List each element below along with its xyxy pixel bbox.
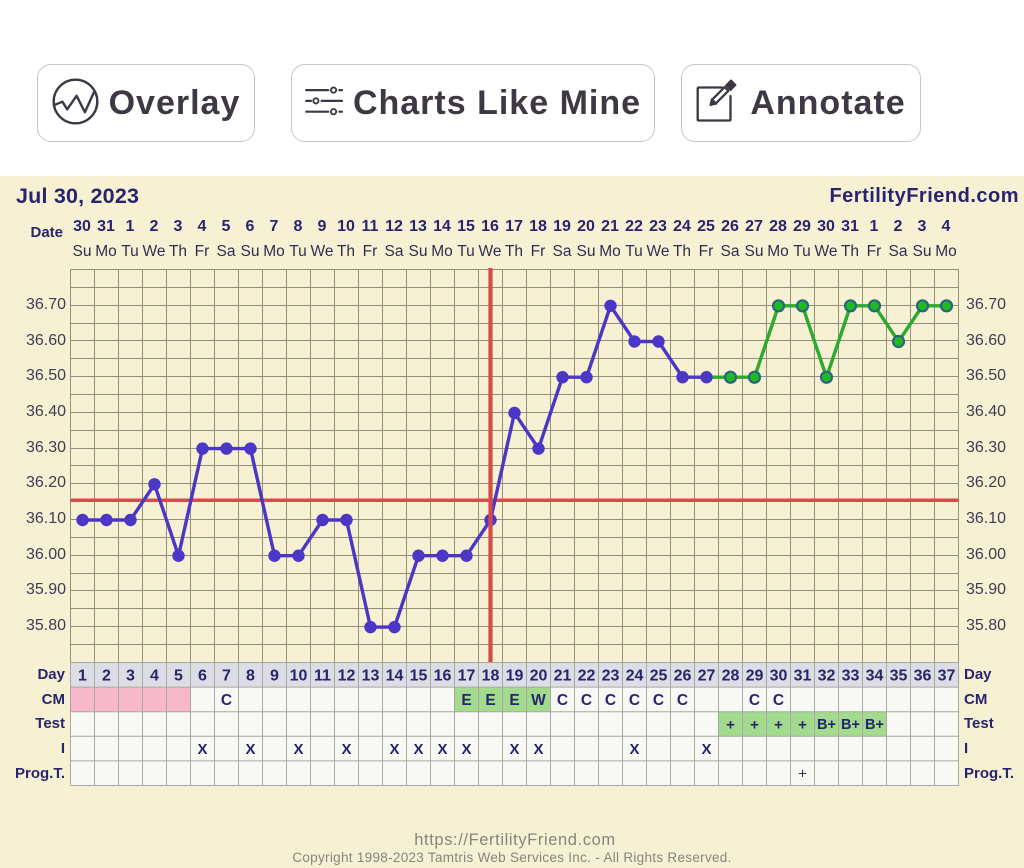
svg-text:18: 18: [481, 667, 499, 684]
svg-text:X: X: [437, 741, 447, 758]
svg-text:X: X: [245, 741, 255, 758]
svg-text:6: 6: [198, 667, 207, 684]
svg-text:C: C: [676, 692, 687, 709]
svg-text:33: 33: [841, 667, 859, 684]
svg-text:28: 28: [721, 667, 739, 684]
svg-text:21: 21: [553, 667, 571, 684]
svg-text:X: X: [533, 741, 543, 758]
svg-text:9: 9: [270, 667, 279, 684]
svg-text:C: C: [772, 692, 783, 709]
svg-text:E: E: [461, 692, 471, 709]
svg-text:E: E: [485, 692, 495, 709]
svg-text:E: E: [509, 692, 519, 709]
svg-text:16: 16: [433, 667, 451, 684]
svg-text:24: 24: [625, 667, 643, 684]
svg-text:23: 23: [601, 667, 619, 684]
svg-text:36: 36: [913, 667, 931, 684]
svg-text:X: X: [509, 741, 519, 758]
svg-text:13: 13: [361, 667, 379, 684]
svg-text:32: 32: [817, 667, 835, 684]
svg-text:3: 3: [126, 667, 135, 684]
svg-text:C: C: [628, 692, 639, 709]
svg-text:C: C: [580, 692, 591, 709]
svg-text:27: 27: [697, 667, 715, 684]
svg-text:C: C: [556, 692, 567, 709]
svg-text:2: 2: [102, 667, 111, 684]
svg-text:B+: B+: [865, 717, 884, 733]
svg-text:10: 10: [289, 667, 307, 684]
svg-text:7: 7: [222, 667, 231, 684]
svg-text:29: 29: [745, 667, 763, 684]
svg-text:X: X: [197, 741, 207, 758]
svg-text:B+: B+: [817, 717, 836, 733]
svg-text:25: 25: [649, 667, 667, 684]
svg-text:+: +: [750, 716, 759, 733]
svg-text:20: 20: [529, 667, 547, 684]
svg-text:X: X: [629, 741, 639, 758]
svg-text:17: 17: [457, 667, 475, 684]
svg-text:X: X: [413, 741, 423, 758]
svg-text:4: 4: [150, 667, 159, 684]
svg-text:X: X: [701, 741, 711, 758]
svg-text:+: +: [774, 716, 783, 733]
svg-text:5: 5: [174, 667, 183, 684]
svg-text:37: 37: [937, 667, 955, 684]
svg-text:26: 26: [673, 667, 691, 684]
svg-text:34: 34: [865, 667, 883, 684]
svg-text:31: 31: [793, 667, 811, 684]
svg-text:+: +: [726, 716, 735, 733]
svg-text:15: 15: [409, 667, 427, 684]
svg-text:8: 8: [246, 667, 255, 684]
svg-text:X: X: [341, 741, 351, 758]
svg-text:1: 1: [78, 667, 87, 684]
svg-text:35: 35: [889, 667, 907, 684]
svg-text:11: 11: [314, 667, 331, 684]
svg-text:30: 30: [769, 667, 787, 684]
svg-text:C: C: [604, 692, 615, 709]
svg-text:12: 12: [337, 667, 355, 684]
svg-text:C: C: [652, 692, 663, 709]
svg-text:X: X: [293, 741, 303, 758]
svg-text:C: C: [220, 692, 231, 709]
svg-text:14: 14: [385, 667, 403, 684]
svg-text:+: +: [798, 765, 807, 782]
svg-text:X: X: [389, 741, 399, 758]
svg-text:B+: B+: [841, 717, 860, 733]
svg-text:C: C: [748, 692, 759, 709]
svg-text:+: +: [798, 716, 807, 733]
svg-text:19: 19: [505, 667, 523, 684]
svg-text:X: X: [461, 741, 471, 758]
svg-text:W: W: [531, 692, 546, 709]
svg-text:22: 22: [577, 667, 595, 684]
